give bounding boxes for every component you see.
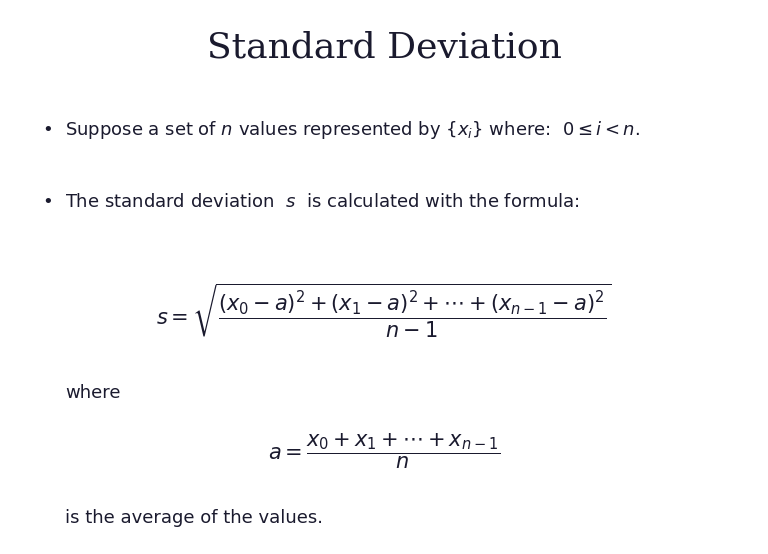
Text: •: • xyxy=(42,193,53,211)
Text: where: where xyxy=(65,384,121,402)
Text: The standard deviation  $s$  is calculated with the formula:: The standard deviation $s$ is calculated… xyxy=(65,193,580,211)
Text: $a = \dfrac{x_0 + x_1 + \cdots + x_{n-1}}{n}$: $a = \dfrac{x_0 + x_1 + \cdots + x_{n-1}… xyxy=(268,432,500,471)
Text: is the average of the values.: is the average of the values. xyxy=(65,509,323,527)
Text: •: • xyxy=(42,121,53,139)
Text: Suppose a set of $n$ values represented by $\{x_i\}$ where:  $0 \leq i < n.$: Suppose a set of $n$ values represented … xyxy=(65,119,641,141)
Text: $s = \sqrt{\dfrac{(x_0 - a)^2 + (x_1 - a)^2 + \cdots + (x_{n-1} - a)^2}{n - 1}}$: $s = \sqrt{\dfrac{(x_0 - a)^2 + (x_1 - a… xyxy=(156,281,612,339)
Text: Standard Deviation: Standard Deviation xyxy=(207,30,561,64)
